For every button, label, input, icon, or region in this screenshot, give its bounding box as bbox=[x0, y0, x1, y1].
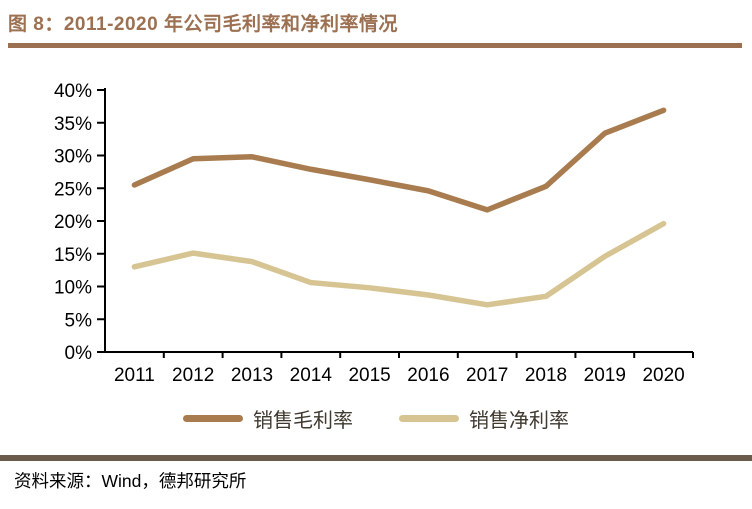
x-tick-label: 2015 bbox=[348, 365, 390, 386]
x-tick-label: 2012 bbox=[172, 365, 214, 386]
x-tick-label: 2013 bbox=[231, 365, 273, 386]
net-margin-line bbox=[131, 220, 667, 308]
x-tick-label: 2018 bbox=[525, 365, 567, 386]
y-tick-label: 25% bbox=[54, 179, 92, 200]
y-tick-label: 10% bbox=[54, 278, 92, 299]
gross-margin-line bbox=[131, 107, 667, 213]
x-tick-label: 2017 bbox=[466, 365, 508, 386]
title-rule bbox=[8, 43, 742, 48]
x-tick-label: 2011 bbox=[114, 365, 155, 386]
x-tick-label: 2020 bbox=[642, 365, 684, 386]
gross-margin-label: 销售毛利率 bbox=[253, 409, 353, 432]
legend-item-gross-margin: 销售毛利率 bbox=[183, 404, 353, 433]
x-tick-label: 2019 bbox=[584, 365, 626, 386]
gross-margin-swatch bbox=[183, 414, 243, 422]
y-tick-label: 0% bbox=[65, 343, 93, 364]
y-tick-label: 20% bbox=[54, 212, 92, 233]
x-tick-label: 2014 bbox=[290, 365, 333, 386]
net-margin-swatch bbox=[399, 414, 459, 422]
chart-legend: 销售毛利率 销售净利率 bbox=[0, 404, 752, 432]
y-tick-label: 15% bbox=[54, 245, 92, 266]
y-tick-label: 35% bbox=[54, 114, 92, 135]
figure-title: 图 8：2011-2020 年公司毛利率和净利率情况 bbox=[8, 14, 398, 35]
net-margin-label: 销售净利率 bbox=[469, 409, 569, 432]
legend-item-net-margin: 销售净利率 bbox=[399, 404, 569, 433]
y-tick-label: 30% bbox=[54, 147, 92, 168]
source-text: 资料来源：Wind，德邦研究所 bbox=[14, 471, 247, 491]
x-tick-label: 2016 bbox=[407, 365, 449, 386]
footer-rule bbox=[0, 455, 752, 461]
y-tick-label: 40% bbox=[54, 81, 92, 102]
y-tick-label: 5% bbox=[65, 310, 93, 331]
